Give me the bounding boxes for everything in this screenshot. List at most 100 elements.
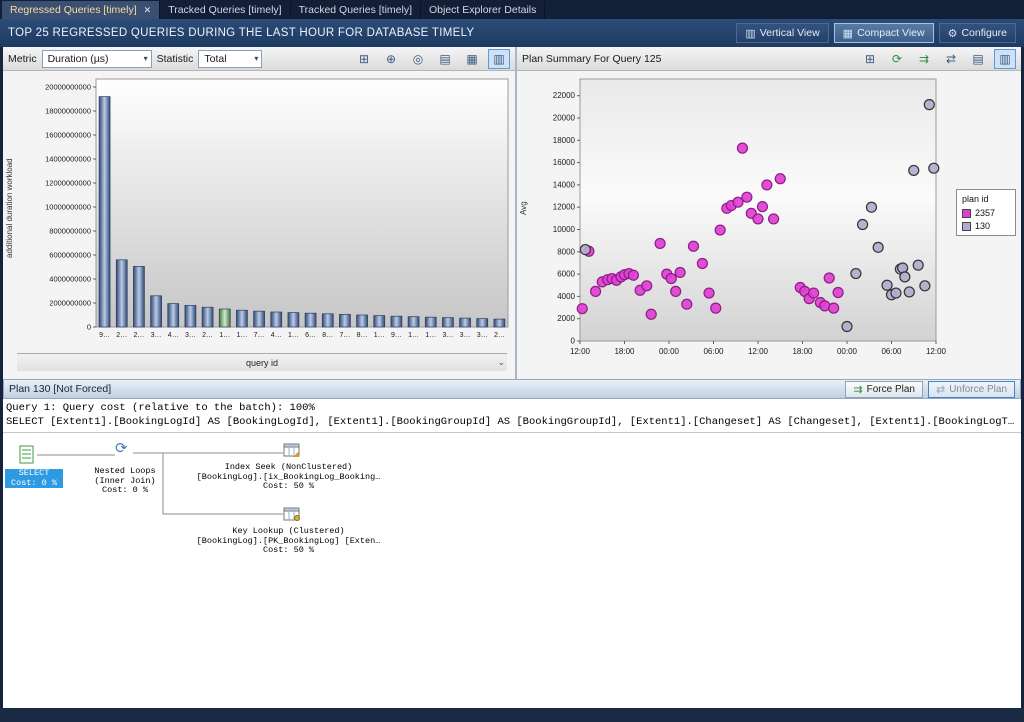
svg-text:18000000000: 18000000000 — [45, 107, 91, 116]
svg-text:16000000000: 16000000000 — [45, 131, 91, 140]
svg-text:2…: 2… — [494, 332, 505, 339]
unforce-plan-button[interactable]: ⇄ Unforce Plan — [927, 380, 1015, 398]
plan-page-icon[interactable]: ▤ — [967, 49, 989, 69]
query-text-block[interactable]: Query 1: Query cost (relative to the bat… — [3, 399, 1021, 433]
key-lookup-icon[interactable] — [283, 505, 301, 528]
svg-text:3…: 3… — [442, 332, 453, 339]
nested-loops-line1: Nested Loops — [94, 466, 156, 476]
svg-text:3…: 3… — [477, 332, 488, 339]
svg-text:06:00: 06:00 — [881, 347, 902, 356]
plan-summary-panel: Plan Summary For Query 125 ⊞ ⟳ ⇉ ⇄ ▤ ▥ A… — [517, 47, 1021, 379]
chart-type-column-icon[interactable]: ▤ — [434, 49, 456, 69]
svg-text:12000: 12000 — [553, 203, 576, 212]
configure-button[interactable]: ⚙ Configure — [938, 23, 1016, 43]
index-seek-line1: Index Seek (NonClustered) — [224, 462, 353, 472]
plan-summary-scatter-chart[interactable]: 0 2000 4000 6000 8000 10000 12000 14000 16000 180… — [530, 73, 954, 373]
svg-text:8000000000: 8000000000 — [49, 227, 91, 236]
plan-detail-header: Plan 130 [Not Forced] ⇉ Force Plan ⇄ Unf… — [3, 379, 1021, 399]
svg-text:20000000000: 20000000000 — [45, 83, 91, 92]
svg-text:3…: 3… — [151, 332, 162, 339]
svg-text:0: 0 — [571, 337, 576, 346]
refresh-icon[interactable]: ⟳ — [886, 49, 908, 69]
plan-summary-title: Plan Summary For Query 125 — [522, 52, 662, 65]
compact-view-button[interactable]: ▦ Compact View — [833, 23, 934, 43]
svg-text:1…: 1… — [408, 332, 419, 339]
tab-tracked-queries-2[interactable]: Tracked Queries [timely] — [291, 1, 421, 19]
svg-text:1…: 1… — [236, 332, 247, 339]
svg-text:2000: 2000 — [557, 314, 575, 323]
plan-summary-header: Plan Summary For Query 125 ⊞ ⟳ ⇉ ⇄ ▤ ▥ — [517, 47, 1021, 71]
statistic-label: Statistic — [156, 52, 194, 65]
tab-regressed-queries[interactable]: Regressed Queries [timely] ✕ — [2, 1, 161, 19]
regressed-queries-panel: Metric Duration (µs) ▾ Statistic Total ▾… — [3, 47, 517, 379]
legend-swatch-2357 — [962, 208, 971, 218]
force-plan-label: Force Plan — [866, 383, 915, 395]
unforce-plan-label: Unforce Plan — [949, 383, 1007, 395]
svg-text:6000: 6000 — [557, 270, 575, 279]
tab-object-explorer-details[interactable]: Object Explorer Details — [421, 1, 546, 19]
legend-item-plan-130[interactable]: 130 — [962, 221, 1010, 231]
svg-text:00:00: 00:00 — [837, 347, 858, 356]
select-node[interactable]: SELECT Cost: 0 % — [5, 468, 63, 488]
zoom-chart-icon[interactable]: ◎ — [407, 49, 429, 69]
legend-title: plan id — [962, 194, 989, 204]
force-plan-button[interactable]: ⇉ Force Plan — [845, 380, 923, 398]
chart-view-icon[interactable]: ▥ — [994, 48, 1016, 69]
chevron-down-icon[interactable]: ⌄ — [497, 357, 505, 367]
svg-text:8000: 8000 — [557, 247, 575, 256]
nested-loops-icon[interactable]: ⟳ — [115, 441, 128, 458]
metric-value: Duration (µs) — [47, 52, 109, 65]
svg-text:18000: 18000 — [553, 136, 576, 145]
scatter-chart-host: Avg 0 2000 4000 6000 8000 10000 12000 14000 1600… — [517, 71, 1021, 379]
statistic-value: Total — [204, 52, 227, 65]
force-plan-icon[interactable]: ⇉ — [913, 49, 935, 69]
svg-text:1…: 1… — [219, 332, 230, 339]
metric-dropdown[interactable]: Duration (µs) ▾ — [41, 49, 152, 68]
svg-text:0: 0 — [87, 323, 91, 332]
configure-gear-icon: ⚙ — [947, 27, 958, 40]
svg-text:1…: 1… — [425, 332, 436, 339]
nested-loops-line2: (Inner Join) — [94, 475, 156, 486]
bar-chart-xlabel: query id — [245, 357, 279, 368]
svg-text:18:00: 18:00 — [614, 347, 635, 356]
svg-text:4…: 4… — [168, 332, 179, 339]
svg-text:12:00: 12:00 — [570, 347, 591, 356]
key-lookup-node[interactable]: Key Lookup (Clustered) [BookingLog].[PK_… — [181, 526, 396, 556]
svg-text:4000: 4000 — [557, 292, 575, 301]
svg-text:14000000000: 14000000000 — [45, 155, 91, 164]
close-tab-icon[interactable]: ✕ — [143, 4, 152, 15]
svg-text:6000000000: 6000000000 — [49, 251, 91, 260]
compare-plans-icon[interactable]: ⇄ — [940, 49, 962, 69]
dropdown-arrow-icon: ▾ — [143, 54, 148, 63]
crosshair-icon[interactable]: ⊕ — [380, 49, 402, 69]
svg-text:18:00: 18:00 — [792, 347, 813, 356]
plan-title: Plan 130 [Not Forced] — [9, 383, 112, 395]
index-seek-node[interactable]: Index Seek (NonClustered) [BookingLog].[… — [181, 462, 396, 492]
select-result-icon[interactable] — [17, 445, 37, 470]
dropdown-arrow-icon: ▾ — [254, 54, 259, 63]
statistic-dropdown[interactable]: Total ▾ — [198, 49, 263, 68]
plan-id-legend: plan id 2357 130 — [956, 189, 1016, 236]
chart-type-bar-icon[interactable]: ▥ — [488, 48, 510, 69]
legend-item-plan-2357[interactable]: 2357 — [962, 208, 1010, 218]
vertical-view-label: Vertical View — [759, 27, 820, 39]
svg-text:12:00: 12:00 — [926, 347, 947, 356]
chart-type-grid-icon[interactable]: ▦ — [461, 49, 483, 69]
vertical-view-button[interactable]: ▥ Vertical View — [736, 23, 829, 43]
regressed-queries-bar-chart[interactable]: 0 2000000000 4000000000 6000000000 800000000… — [16, 73, 514, 349]
document-tab-bar: Regressed Queries [timely] ✕ Tracked Que… — [0, 0, 1024, 19]
svg-text:10000: 10000 — [553, 225, 576, 234]
tab-tracked-queries-1[interactable]: Tracked Queries [timely] — [160, 1, 291, 19]
svg-text:7…: 7… — [254, 332, 265, 339]
main-split: Metric Duration (µs) ▾ Statistic Total ▾… — [3, 47, 1021, 379]
index-seek-cost: Cost: 50 % — [262, 481, 314, 491]
grid-view-icon[interactable]: ⊞ — [353, 49, 375, 69]
svg-text:12:00: 12:00 — [748, 347, 769, 356]
svg-text:4…: 4… — [271, 332, 282, 339]
index-seek-icon[interactable] — [283, 441, 301, 464]
execution-plan-canvas[interactable]: SELECT Cost: 0 % ⟳ Nested Loops (Inner J… — [3, 433, 1021, 708]
grid-view-icon[interactable]: ⊞ — [859, 49, 881, 69]
unforce-plan-icon: ⇄ — [935, 383, 946, 396]
nested-loops-node[interactable]: Nested Loops (Inner Join) Cost: 0 % — [73, 466, 177, 496]
bar-chart-xaxis-row: query id ⌄ — [17, 353, 507, 371]
